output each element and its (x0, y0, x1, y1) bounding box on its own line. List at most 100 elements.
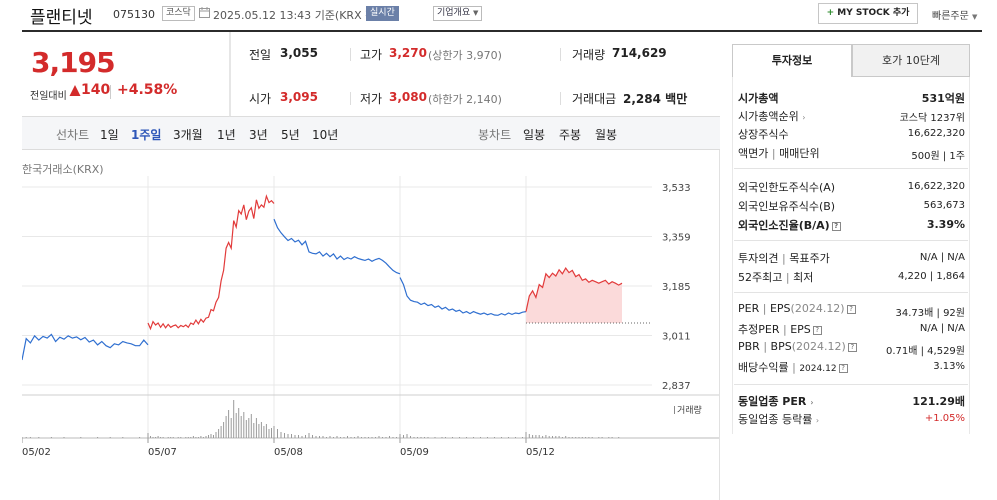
change-rate: +4.58% (117, 82, 178, 98)
shares-value: 16,622,320 (907, 128, 965, 139)
upper-limit: (상한가 3,970) (428, 49, 502, 62)
sector-per-text: 동일업종 PER (738, 395, 807, 408)
add-my-stock-button[interactable]: + MY STOCK 추가 (818, 3, 918, 24)
market-cap-value: 531억원 (921, 92, 965, 105)
y-tick-label: 3,359 (662, 233, 691, 244)
amount-label: 거래대금 (572, 92, 617, 106)
separator: | (781, 252, 786, 265)
sector-per-label: 동일업종 PER › (738, 393, 814, 409)
separator: | (762, 302, 767, 315)
tab-1w[interactable]: 1주일 (131, 128, 162, 142)
separator: | (771, 147, 776, 160)
foreign-hold-value: 563,673 (923, 200, 965, 211)
opinion-label: 투자의견 (738, 252, 779, 265)
x-tick-label: 05/12 (526, 447, 555, 458)
sector-per-value: 121.29배 (912, 395, 965, 408)
change-area (526, 268, 622, 323)
x-tick-label: 05/02 (22, 447, 51, 458)
prev-close-label: 전일 (249, 48, 272, 62)
help-icon[interactable]: ? (838, 364, 848, 373)
stock-name: 플랜티넷 (30, 8, 93, 28)
cap-rank-label: 시가총액순위 › (738, 108, 805, 124)
divider (734, 240, 968, 241)
est-per-eps-label: 추정PER | EPS? (738, 321, 822, 337)
pbr-label: PBR (738, 340, 760, 353)
realtime-button[interactable]: 실시간 (366, 6, 399, 21)
tab-daily-candle[interactable]: 일봉 (523, 128, 546, 142)
opinion-target-label: 투자의견 | 목표주가 (738, 250, 830, 266)
help-icon[interactable]: ? (812, 326, 822, 335)
foreign-rate-label: 외국인소진율(B/A)? (738, 217, 841, 233)
tab-3m[interactable]: 3개월 (173, 128, 203, 142)
shares-label: 상장주식수 (738, 128, 789, 141)
div-label: 배당수익률 (738, 361, 789, 374)
foreign-limit-value: 16,622,320 (907, 181, 965, 192)
bps-year: (2024.12) (791, 340, 846, 353)
chevron-right-icon: › (815, 416, 820, 425)
y-tick-label: 3,185 (662, 282, 691, 293)
price-line-05-08 (273, 218, 401, 275)
divider (734, 292, 968, 293)
quick-order-label: 빠른주문 (932, 11, 969, 22)
opinion-target-value: N/A | N/A (919, 252, 965, 263)
foreign-rate-value: 3.39% (926, 218, 965, 231)
chevron-down-icon: ▼ (473, 9, 479, 17)
tab-10y[interactable]: 10년 (312, 128, 339, 142)
week52-high-label: 52주최고 (738, 271, 783, 284)
help-icon[interactable]: ? (846, 305, 856, 314)
chevron-right-icon: › (810, 398, 814, 407)
eps-year: (2024.12) (790, 302, 845, 315)
sector-rate-label: 동일업종 등락률 › (738, 411, 819, 427)
tab-5y[interactable]: 5년 (281, 128, 300, 142)
company-overview-label: 기업개요 (437, 8, 471, 18)
week52-low-label: 최저 (793, 271, 814, 284)
tab-1d[interactable]: 1일 (100, 128, 119, 142)
change-label: 전일대비 (30, 91, 67, 102)
volume-value: 714,629 (612, 46, 667, 60)
x-tick-label: 05/09 (400, 447, 429, 458)
foreign-hold-label: 외국인보유주식수(B) (738, 200, 836, 213)
stock-code: 075130 (113, 8, 155, 21)
tab-monthly-candle[interactable]: 월봉 (595, 128, 618, 142)
invest-info-panel (732, 77, 970, 434)
y-tick-label: 3,011 (662, 332, 691, 343)
per-eps-label: PER | EPS(2024.12)? (738, 302, 856, 315)
quick-order-button[interactable]: 빠른주문 ▼ (932, 7, 977, 22)
week52-label: 52주최고 | 최저 (738, 269, 813, 285)
help-icon[interactable]: ? (831, 222, 841, 231)
open-value: 3,095 (280, 90, 318, 104)
chevron-right-icon: › (802, 113, 806, 122)
current-price: 3,195 (31, 46, 116, 79)
add-my-stock-label: MY STOCK 추가 (837, 8, 910, 18)
divider (734, 384, 968, 385)
amount-unit: 백만 (665, 92, 688, 106)
tab-1y[interactable]: 1년 (217, 128, 236, 142)
lower-limit: (하한가 2,140) (428, 93, 502, 106)
y-tick-label: 3,533 (662, 183, 691, 194)
header-divider (22, 30, 982, 32)
sector-rate-text: 동일업종 등락률 (738, 413, 813, 426)
calendar-icon (199, 7, 210, 18)
divider (719, 150, 720, 500)
change-amount: 140 (81, 82, 111, 98)
price-line-05-09 (399, 277, 527, 316)
sector-rate-value: +1.05% (924, 413, 965, 424)
div-year: 2024.12 (799, 364, 837, 374)
up-triangle-icon (69, 85, 81, 96)
company-overview-dropdown[interactable]: 기업개요 ▼ (433, 6, 483, 21)
price-panel (22, 32, 230, 117)
low-label: 저가 (360, 92, 383, 106)
tab-invest-info[interactable]: 투자정보 (732, 44, 852, 77)
est-per-label: 추정PER (738, 323, 780, 336)
tab-3y[interactable]: 3년 (249, 128, 268, 142)
price-chart[interactable]: 3,533 3,359 3,185 3,011 2,837 05/02 05/07 05/08… (22, 176, 719, 466)
quote-datetime: 2025.05.12 13:43 (213, 9, 312, 22)
line-chart-label: 선차트 (56, 128, 90, 142)
high-value: 3,270 (389, 46, 427, 60)
tab-quote-10[interactable]: 호가 10단계 (852, 44, 970, 77)
y-tick-label: 2,837 (662, 381, 691, 392)
tab-weekly-candle[interactable]: 주봉 (559, 128, 582, 142)
open-label: 시가 (249, 92, 272, 106)
chevron-down-icon: ▼ (972, 13, 978, 21)
help-icon[interactable]: ? (847, 343, 857, 352)
